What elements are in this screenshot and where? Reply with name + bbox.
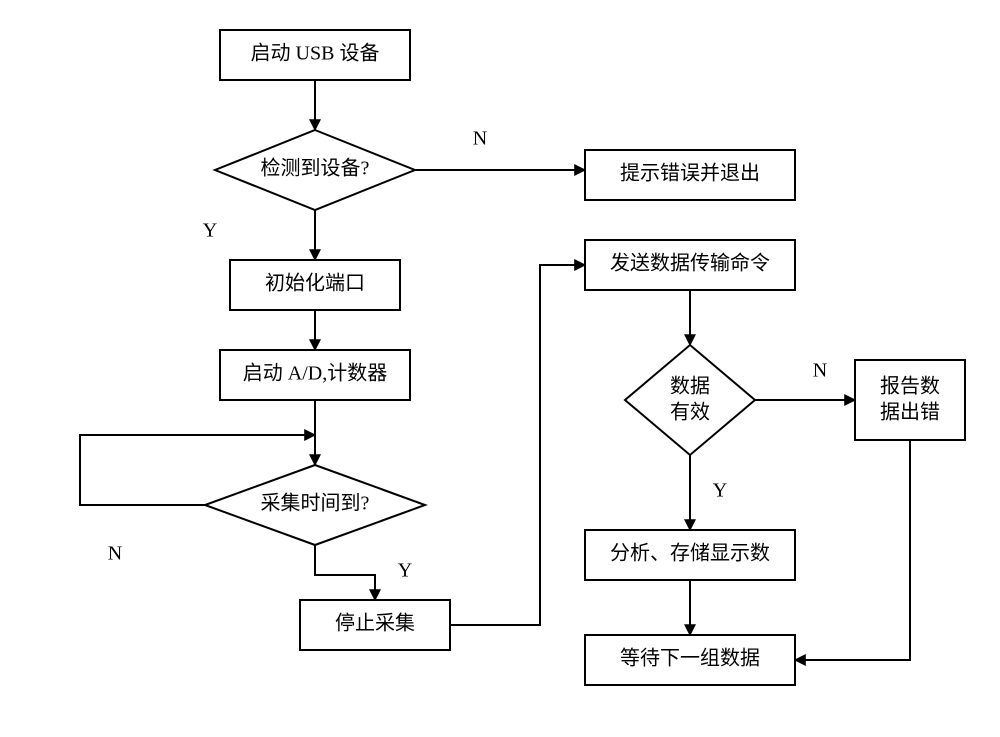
label-detect-n: N: [473, 128, 487, 150]
flowchart: 启动 USB 设备 检测到设备? 提示错误并退出 初始化端口 启动 A/D,计数…: [0, 0, 1000, 737]
edge-timeup-yes: [315, 545, 375, 600]
node-start-ad: 启动 A/D,计数器: [220, 350, 410, 400]
node-analyze-store: 分析、存储显示数: [585, 530, 795, 580]
label-detect-y: Y: [203, 220, 217, 242]
node-detect-device: 检测到设备?: [215, 130, 415, 210]
node-report-error-label-2: 据出错: [880, 401, 940, 424]
node-report-error: 报告数 据出错: [855, 360, 965, 440]
node-error-exit: 提示错误并退出: [585, 150, 795, 200]
node-init-port-label: 初始化端口: [265, 272, 365, 295]
edge-stop-to-send: [450, 265, 585, 625]
node-analyze-store-label: 分析、存储显示数: [610, 542, 770, 565]
node-start-usb-label: 启动 USB 设备: [251, 42, 380, 65]
node-data-valid: 数据 有效: [625, 345, 755, 455]
node-stop-acq: 停止采集: [300, 600, 450, 650]
node-send-cmd-label: 发送数据传输命令: [610, 252, 770, 275]
node-wait-next-label: 等待下一组数据: [620, 647, 760, 670]
node-report-error-label-1: 报告数: [880, 375, 940, 398]
node-data-valid-label-1: 数据: [670, 375, 710, 398]
node-detect-device-label: 检测到设备?: [261, 157, 370, 180]
node-error-exit-label: 提示错误并退出: [620, 162, 760, 185]
node-start-ad-label: 启动 A/D,计数器: [243, 362, 387, 385]
node-stop-acq-label: 停止采集: [335, 612, 415, 635]
node-time-up: 采集时间到?: [205, 465, 425, 545]
label-valid-y: Y: [713, 480, 727, 502]
label-valid-n: N: [813, 360, 827, 382]
node-send-cmd: 发送数据传输命令: [585, 240, 795, 290]
node-wait-next: 等待下一组数据: [585, 635, 795, 685]
node-data-valid-label-2: 有效: [670, 401, 710, 424]
label-timeup-n: N: [108, 543, 122, 565]
edge-reporterr-to-wait: [795, 440, 910, 660]
label-timeup-y: Y: [398, 560, 412, 582]
node-init-port: 初始化端口: [230, 260, 400, 310]
node-start-usb: 启动 USB 设备: [220, 30, 410, 80]
node-time-up-label: 采集时间到?: [261, 492, 370, 515]
